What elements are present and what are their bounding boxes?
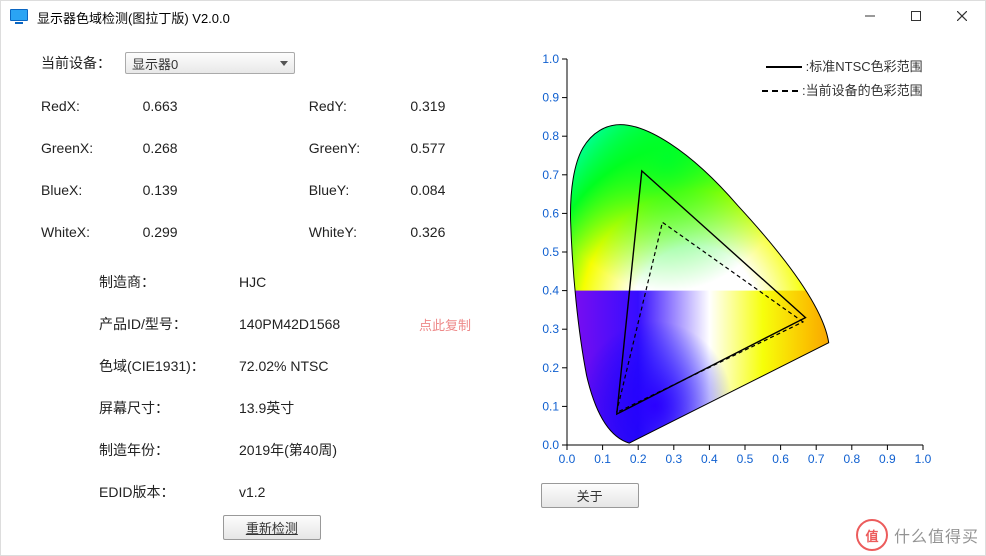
svg-text:0.8: 0.8	[542, 129, 559, 143]
chrom-y-label: RedY:	[309, 98, 411, 114]
info-label: EDID版本：	[99, 482, 239, 502]
current-device-label: 当前设备：	[41, 53, 125, 73]
left-panel: 当前设备： 显示器0 RedX:0.663RedY:0.319GreenX:0.…	[1, 33, 513, 555]
chrom-x-label: BlueX:	[41, 182, 143, 198]
chrom-y-value: 0.319	[410, 98, 502, 114]
svg-text:0.2: 0.2	[542, 361, 559, 375]
chrom-x-value: 0.139	[143, 182, 235, 198]
svg-text:0.4: 0.4	[542, 284, 559, 298]
svg-text:1.0: 1.0	[542, 52, 559, 66]
svg-text:0.1: 0.1	[594, 452, 611, 466]
info-label: 产品ID/型号：	[99, 314, 239, 334]
info-value: 140PM42D1568	[239, 316, 419, 332]
info-label: 色域(CIE1931)：	[99, 356, 239, 376]
svg-text:0.5: 0.5	[736, 452, 753, 466]
chrom-y-value: 0.326	[410, 224, 502, 240]
svg-text:0.1: 0.1	[542, 399, 559, 413]
svg-text:0.6: 0.6	[542, 206, 559, 220]
chrom-x-label: WhiteX:	[41, 224, 143, 240]
svg-text:0.9: 0.9	[879, 452, 896, 466]
chart-legend: :标准NTSC色彩范围 :当前设备的色彩范围	[762, 55, 923, 103]
title-bar: 显示器色域检测(图拉丁版) V2.0.0	[1, 1, 985, 33]
minimize-button[interactable]	[847, 1, 893, 31]
svg-text:0.3: 0.3	[665, 452, 682, 466]
app-window: 显示器色域检测(图拉丁版) V2.0.0 当前设备： 显示器0 RedX:0.6…	[0, 0, 986, 556]
watermark-text: 什么值得买	[894, 523, 979, 547]
chrom-x-value: 0.663	[143, 98, 235, 114]
chrom-x-value: 0.268	[143, 140, 235, 156]
copy-product-id-link[interactable]: 点此复制	[419, 315, 471, 334]
about-button[interactable]: 关于	[541, 483, 639, 508]
device-selected-value: 显示器0	[132, 54, 178, 73]
svg-text:0.6: 0.6	[772, 452, 789, 466]
device-select[interactable]: 显示器0	[125, 52, 295, 74]
maximize-button[interactable]	[893, 1, 939, 31]
svg-text:1.0: 1.0	[914, 452, 931, 466]
svg-text:0.7: 0.7	[808, 452, 825, 466]
window-title: 显示器色域检测(图拉丁版) V2.0.0	[37, 8, 230, 27]
svg-text:0.8: 0.8	[843, 452, 860, 466]
svg-text:0.0: 0.0	[542, 438, 559, 452]
legend-device: :当前设备的色彩范围	[802, 79, 923, 103]
svg-text:0.0: 0.0	[558, 452, 575, 466]
svg-text:0.2: 0.2	[630, 452, 647, 466]
legend-ntsc: :标准NTSC色彩范围	[806, 55, 923, 79]
info-value: HJC	[239, 274, 419, 290]
svg-text:0.3: 0.3	[542, 322, 559, 336]
watermark-badge: 值	[856, 519, 888, 551]
right-panel: 0.00.0 0.1 0.1 0.2 0.2 0.3 0.3 0.4 0.4 0.5 0.5 0.6 0…	[513, 33, 985, 555]
chrom-y-label: GreenY:	[309, 140, 411, 156]
info-label: 制造年份：	[99, 440, 239, 460]
svg-text:0.4: 0.4	[701, 452, 718, 466]
info-panel: 制造商：HJC 产品ID/型号：140PM42D1568点此复制色域(CIE193…	[99, 261, 503, 513]
chromaticity-grid: RedX:0.663RedY:0.319GreenX:0.268GreenY:0…	[41, 85, 503, 253]
chrom-x-label: GreenX:	[41, 140, 143, 156]
cie-chart: 0.00.0 0.1 0.1 0.2 0.2 0.3 0.3 0.4 0.4 0.5 0.5 0.6 0…	[523, 47, 933, 477]
svg-text:0.9: 0.9	[542, 91, 559, 105]
chrom-y-value: 0.084	[410, 182, 502, 198]
svg-text:0.5: 0.5	[542, 245, 559, 259]
chrom-y-value: 0.577	[410, 140, 502, 156]
watermark: 值 什么值得买	[856, 519, 979, 551]
chrom-y-label: BlueY:	[309, 182, 411, 198]
chrom-x-label: RedX:	[41, 98, 143, 114]
chrom-x-value: 0.299	[143, 224, 235, 240]
info-label: 制造商：	[99, 272, 239, 292]
chrom-y-label: WhiteY:	[309, 224, 411, 240]
recheck-button[interactable]: 重新检测	[223, 515, 321, 540]
info-value: 13.9英寸	[239, 398, 419, 418]
app-icon	[9, 8, 29, 26]
svg-text:0.7: 0.7	[542, 168, 559, 182]
info-value: 72.02% NTSC	[239, 358, 419, 374]
info-label: 屏幕尺寸：	[99, 398, 239, 418]
info-value: v1.2	[239, 484, 419, 500]
close-button[interactable]	[939, 1, 985, 31]
info-value: 2019年(第40周)	[239, 440, 419, 460]
